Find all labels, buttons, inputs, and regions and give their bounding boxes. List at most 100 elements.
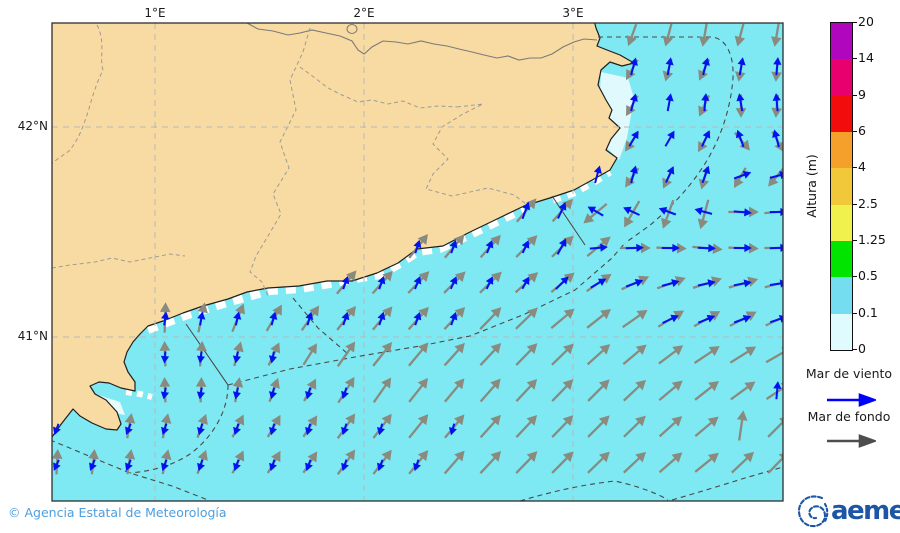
swell-arrow	[479, 342, 502, 366]
swell-arrow	[768, 168, 783, 187]
wind-arrow	[305, 423, 313, 436]
colorbar-tick-mark	[852, 276, 857, 278]
wind-arrow	[735, 129, 745, 148]
swell-arrow	[551, 451, 574, 474]
swell-arrow	[765, 382, 783, 400]
wind-arrow	[53, 459, 61, 471]
wind-arrow	[305, 387, 313, 400]
colorbar	[830, 22, 853, 351]
colorbar-tick-mark	[852, 203, 857, 205]
swell-arrow	[587, 379, 610, 402]
wind-arrow	[449, 239, 458, 254]
wind-arrow	[625, 243, 644, 253]
wind-arrow	[341, 423, 349, 436]
x-tick-label: 1°E	[144, 6, 166, 20]
wind-arrow	[413, 239, 422, 254]
wind-arrow	[590, 278, 607, 289]
swell-arrow	[408, 378, 428, 403]
wind-arrow	[661, 243, 680, 253]
swell-arrow	[734, 23, 746, 47]
swell-arrow	[698, 23, 710, 47]
wind-arrow	[232, 351, 242, 364]
wind-arrow	[589, 243, 608, 252]
swell-arrow	[515, 307, 538, 330]
wind-arrow	[233, 311, 242, 326]
swell-arrow	[765, 347, 783, 364]
colorbar-tick-label: 0.1	[858, 304, 878, 320]
colorbar-tick-label: 9	[858, 86, 866, 102]
wind-arrow	[413, 311, 422, 326]
colorbar-tick-label: 1.25	[858, 232, 886, 247]
wind-arrow	[341, 459, 349, 472]
colorbar-band	[831, 203, 852, 241]
wind-arrow	[593, 165, 602, 184]
wind-arrow	[629, 57, 638, 76]
maritime-boundaries	[52, 36, 783, 501]
y-tick-label: 42°N	[17, 119, 48, 133]
swell-arrow	[770, 23, 782, 47]
wind-arrow	[665, 93, 674, 112]
aemet-logo: aemet	[795, 492, 900, 530]
colorbar-tick-label: 4	[858, 159, 866, 175]
wind-arrow	[733, 170, 752, 180]
wind-arrow	[160, 387, 170, 400]
arrows-layer	[52, 23, 783, 475]
swell-arrow	[583, 203, 608, 224]
x-tick-label: 3°E	[562, 6, 584, 20]
wind-arrow	[305, 459, 313, 472]
colorbar-tick-mark	[852, 131, 857, 132]
colorbar-title: Altura (m)	[804, 154, 819, 218]
swell-arrow	[662, 23, 674, 47]
colorbar-tick-mark	[852, 240, 857, 241]
wind-arrow	[587, 206, 604, 217]
swell-arrow	[587, 415, 610, 438]
swell-arrow	[626, 23, 638, 47]
swell-arrow	[372, 342, 392, 367]
swell-arrow	[730, 381, 756, 401]
wind-arrow	[733, 208, 752, 217]
swell-arrow	[694, 452, 719, 473]
map-frame	[51, 22, 784, 502]
swell-arrow	[658, 345, 684, 365]
wind-arrow	[268, 351, 277, 364]
wind-arrow	[269, 311, 278, 326]
wind-arrow	[773, 381, 782, 400]
wind-arrow	[625, 278, 644, 288]
colorbar-band	[831, 312, 852, 350]
swell-arrow	[443, 450, 465, 475]
wind-arrow	[161, 423, 169, 436]
wind-arrow	[733, 243, 752, 253]
wind-arrow	[341, 275, 350, 290]
wind-arrow	[769, 279, 783, 288]
colorbar-tick-label: 14	[858, 50, 874, 66]
colorbar-tick-mark	[852, 312, 857, 314]
colorbar-tick-mark	[852, 58, 857, 60]
swell-arrow	[658, 380, 683, 401]
swell-arrow	[587, 451, 610, 474]
wind-arrow	[449, 311, 458, 326]
colorbar-band	[831, 58, 852, 96]
wind-arrow	[521, 201, 531, 220]
wind-arrow	[694, 207, 713, 216]
wind-arrow	[556, 238, 567, 255]
wind-arrow	[665, 57, 674, 76]
wind-arrow	[125, 423, 133, 436]
swell-arrow	[623, 379, 647, 402]
swell-arrow	[550, 308, 575, 329]
swell-arrow	[515, 414, 538, 438]
swell-arrow-icon	[827, 434, 876, 448]
swell-arrow	[479, 414, 501, 439]
swell-legend-label: Mar de fondo	[807, 409, 891, 424]
wind-arrow	[160, 351, 170, 364]
swell-arrow	[767, 453, 783, 474]
wind-arrow	[449, 276, 458, 290]
logo-swirl-icon	[797, 495, 829, 528]
swell-arrow	[623, 451, 647, 474]
swell-arrow	[661, 199, 675, 229]
admin-boundaries	[52, 24, 527, 297]
wind-arrow	[89, 459, 97, 472]
wind-arrow	[701, 57, 710, 76]
wind-arrow	[269, 423, 277, 436]
wind-arrow	[769, 171, 783, 180]
